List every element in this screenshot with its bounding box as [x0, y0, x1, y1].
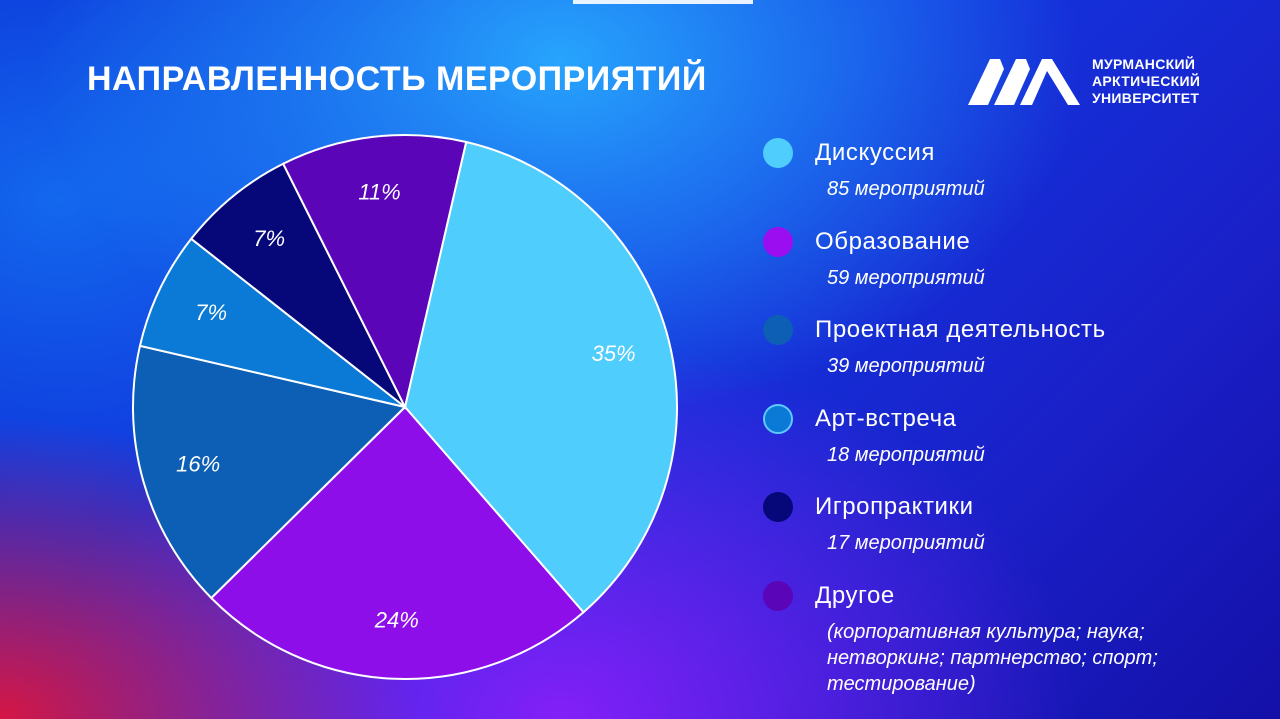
legend-label: Образование	[815, 228, 971, 255]
pie-slice-label-4: 7%	[253, 226, 285, 251]
legend-item-game-practices: Игропрактики 17 мероприятий	[763, 492, 985, 556]
legend-count: 59 мероприятий	[827, 267, 985, 289]
pie-slice-2	[132, 344, 407, 600]
legend-item-art-meeting: Арт-встреча 18 мероприятий	[763, 404, 985, 468]
legend-item-education: Образование 59 мероприятий	[763, 227, 985, 291]
university-name: МУРМАНСКИЙ АРКТИЧЕСКИЙ УНИВЕРСИТЕТ	[1092, 56, 1200, 107]
mau-logo-icon	[968, 58, 1080, 105]
legend-swatch-icon	[763, 315, 793, 345]
page-title: НАПРАВЛЕННОСТЬ МЕРОПРИЯТИЙ	[87, 60, 707, 98]
pie-slice-0	[403, 140, 678, 614]
legend-count: 85 мероприятий	[827, 178, 985, 200]
legend-count: 17 мероприятий	[827, 532, 985, 554]
pie-slice-3	[138, 237, 406, 408]
legend-label: Дискуссия	[815, 139, 935, 166]
legend-count: 39 мероприятий	[827, 355, 985, 377]
logo-line-2: АРКТИЧЕСКИЙ	[1092, 73, 1201, 89]
university-logo: МУРМАНСКИЙ АРКТИЧЕСКИЙ УНИВЕРСИТЕТ	[968, 56, 1200, 107]
legend-swatch-icon	[763, 138, 793, 168]
pie-slice-label-0: 35%	[592, 341, 636, 366]
pie-slice-label-3: 7%	[195, 300, 227, 325]
logo-line-3: УНИВЕРСИТЕТ	[1092, 90, 1200, 106]
pie-chart: 35% 24% 16% 7% 7% 11%	[132, 134, 678, 680]
pie-slice-5	[281, 134, 468, 410]
legend-item-projects: Проектная деятельность 39 мероприятий	[763, 315, 1106, 379]
legend-swatch-icon	[763, 227, 793, 257]
legend-swatch-icon	[763, 404, 793, 434]
legend-label: Арт-встреча	[815, 405, 957, 432]
pie-slice-label-2: 16%	[176, 451, 220, 476]
pie-slice-label-1: 24%	[374, 608, 419, 633]
logo-line-1: МУРМАНСКИЙ	[1092, 56, 1196, 72]
legend-count: 18 мероприятий	[827, 444, 985, 466]
legend-label: Игропрактики	[815, 493, 974, 520]
legend-item-other: Другое (корпоративная культура; наука; н…	[763, 581, 1217, 697]
top-accent-strip	[573, 0, 753, 4]
legend-item-discussion: Дискуссия 85 мероприятий	[763, 138, 985, 202]
legend-label: Проектная деятельность	[815, 316, 1106, 343]
pie-slice-label-5: 11%	[358, 179, 400, 204]
pie-slice-4	[189, 162, 406, 408]
pie-slice-1	[209, 405, 585, 680]
legend-swatch-icon	[763, 581, 793, 611]
legend-label: Другое	[815, 582, 895, 609]
legend-swatch-icon	[763, 492, 793, 522]
legend-description: (корпоративная культура; наука; нетворки…	[827, 621, 1158, 695]
